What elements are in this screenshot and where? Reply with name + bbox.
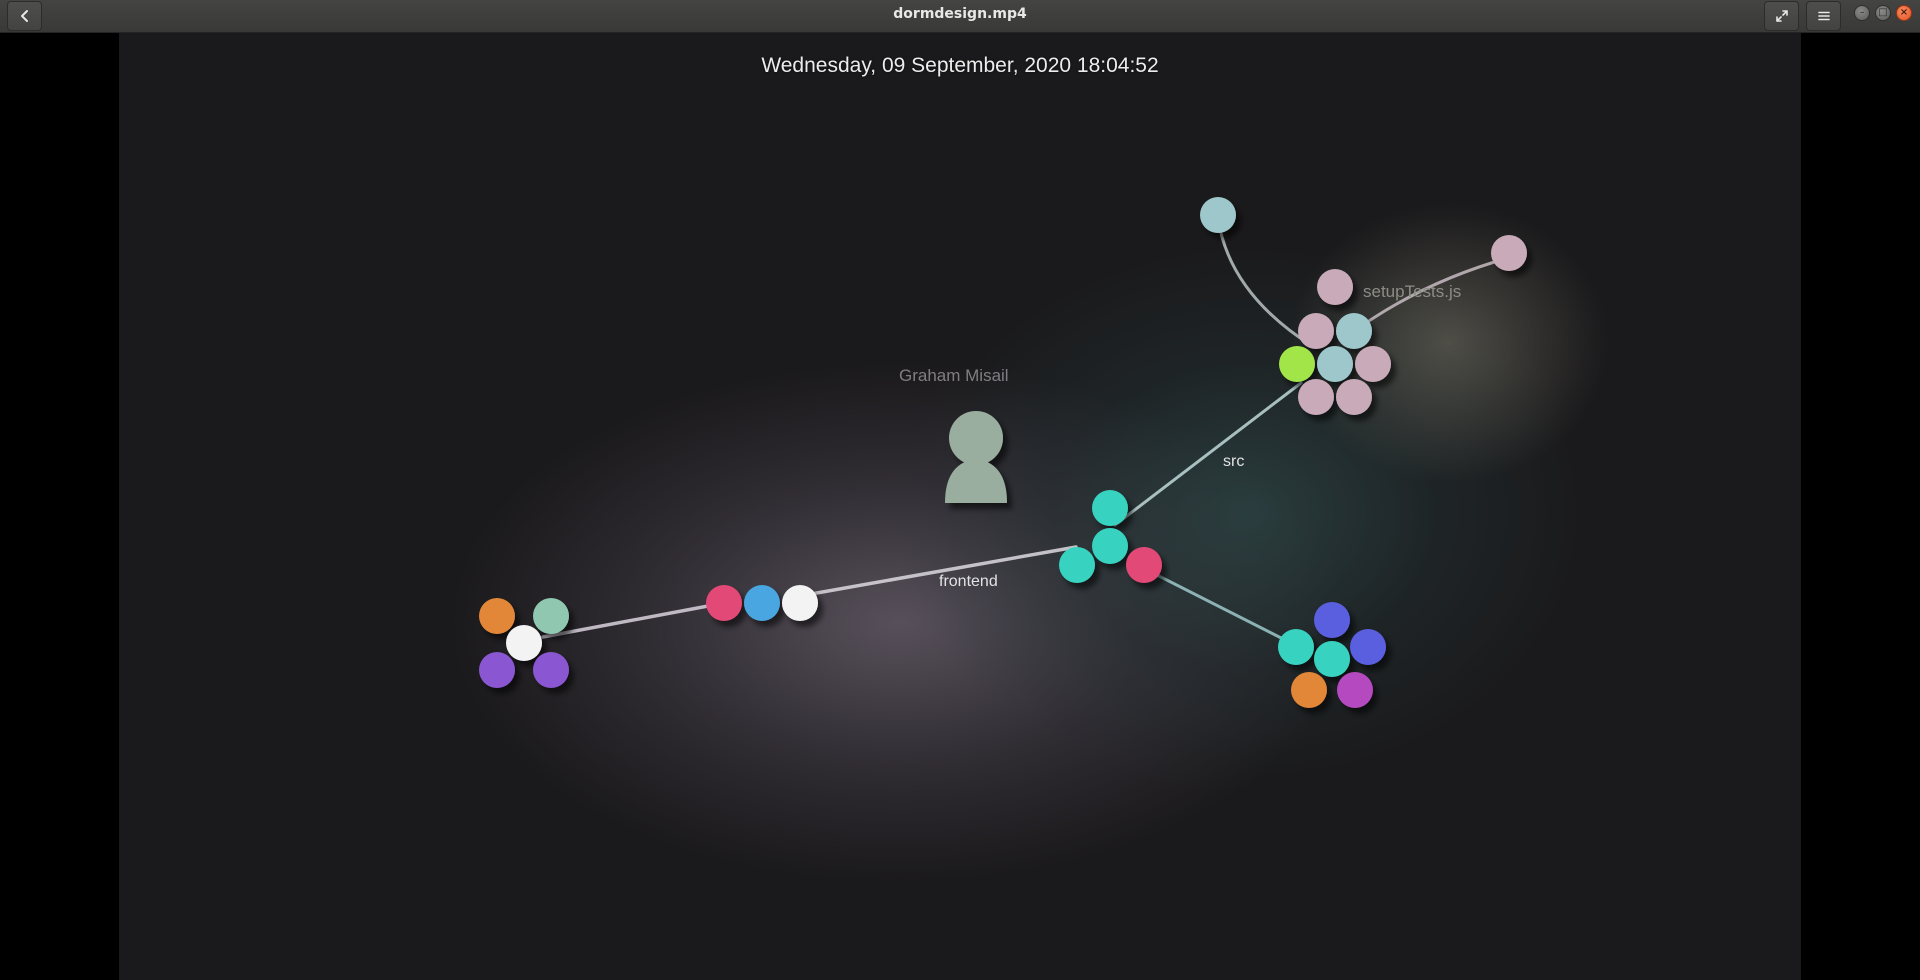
window-title: dormdesign.mp4 — [893, 6, 1027, 22]
node — [506, 625, 542, 661]
node — [533, 652, 569, 688]
edge-label-src: src — [1223, 453, 1244, 470]
user-avatar — [945, 411, 1007, 503]
node — [1336, 313, 1372, 349]
video-timestamp: Wednesday, 09 September, 2020 18:04:52 — [761, 54, 1159, 77]
user-name-label: Graham Misail — [899, 366, 1009, 385]
menu-button[interactable] — [1806, 1, 1841, 31]
fullscreen-button[interactable] — [1764, 1, 1799, 31]
node — [1336, 379, 1372, 415]
node — [1059, 547, 1095, 583]
node — [782, 585, 818, 621]
title-bar: dormdesign.mp4 – □ × — [0, 0, 1920, 33]
edge-top-left-file — [1216, 216, 1314, 348]
node — [1337, 672, 1373, 708]
node — [1092, 490, 1128, 526]
node — [1350, 629, 1386, 665]
node — [1298, 313, 1334, 349]
edge-frontend — [798, 545, 1078, 598]
graph-nodes — [479, 197, 1527, 708]
node — [1279, 346, 1315, 382]
node — [1200, 197, 1236, 233]
hamburger-menu-icon — [1817, 11, 1830, 21]
node — [1291, 672, 1327, 708]
edge-left-cluster — [541, 601, 726, 639]
node — [1126, 547, 1162, 583]
node — [1092, 528, 1128, 564]
minimize-button[interactable]: – — [1854, 5, 1870, 21]
edge-src — [1113, 381, 1303, 527]
node — [1298, 379, 1334, 415]
node — [1278, 629, 1314, 665]
video-area[interactable]: Wednesday, 09 September, 2020 18:04:52 f… — [0, 33, 1920, 980]
edge-right-cluster — [1141, 566, 1301, 649]
node — [479, 598, 515, 634]
avatar-head — [949, 411, 1003, 465]
node — [1355, 346, 1391, 382]
node — [1314, 602, 1350, 638]
video-frame[interactable]: Wednesday, 09 September, 2020 18:04:52 f… — [119, 33, 1801, 980]
node — [1317, 269, 1353, 305]
node — [533, 598, 569, 634]
node — [1314, 641, 1350, 677]
expand-icon — [1775, 10, 1788, 22]
node — [744, 585, 780, 621]
close-button[interactable]: × — [1896, 5, 1912, 21]
edge-label-frontend: frontend — [939, 573, 998, 590]
avatar-body — [945, 459, 1007, 503]
node — [1317, 346, 1353, 382]
repository-graph: frontend src setupTests.js Graham Misail — [479, 197, 1527, 708]
node — [706, 585, 742, 621]
file-label-setup-tests: setupTests.js — [1363, 282, 1461, 301]
back-button[interactable] — [7, 1, 42, 31]
node — [479, 652, 515, 688]
maximize-button[interactable]: □ — [1875, 5, 1891, 21]
chevron-left-icon — [20, 10, 28, 22]
node — [1491, 235, 1527, 271]
